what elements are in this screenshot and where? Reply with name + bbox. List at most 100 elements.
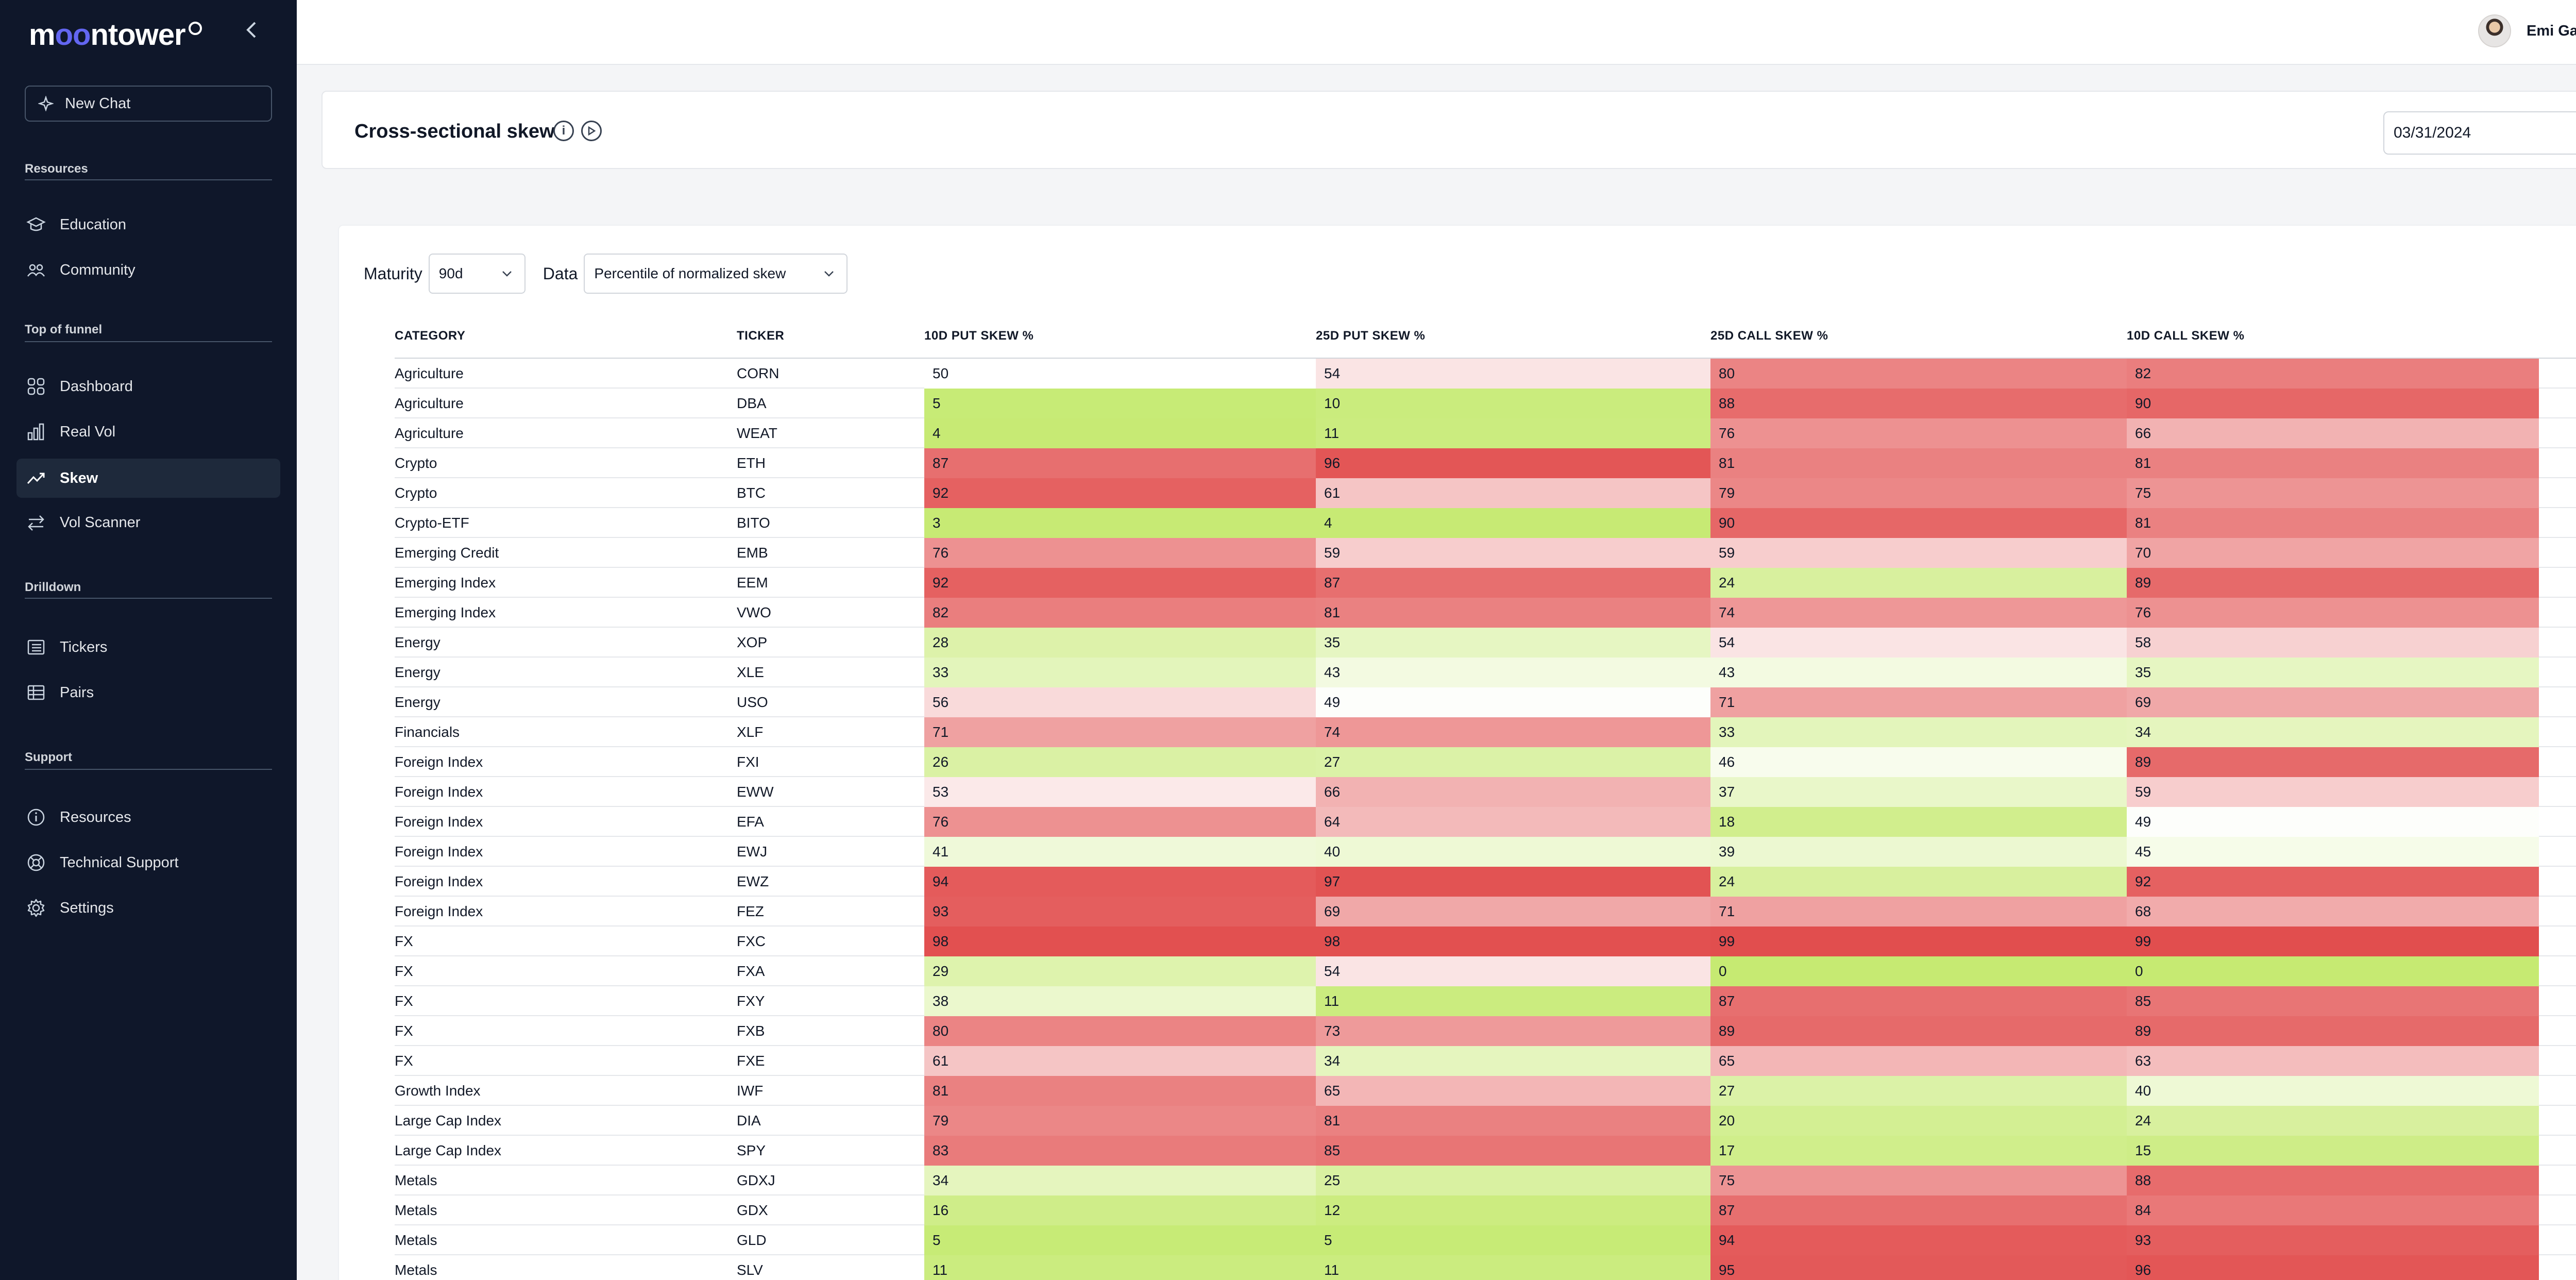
chevron-left-icon <box>246 22 256 38</box>
sidebar-item-tickers[interactable]: Tickers <box>16 628 280 667</box>
cell-25d-put: 61 <box>1316 478 1710 508</box>
filter-bar: Maturity 90d Data Percentile of normaliz… <box>364 254 848 294</box>
date-input[interactable] <box>2383 111 2576 155</box>
cell-category: Agriculture <box>395 395 464 411</box>
cell-25d-put: 96 <box>1316 448 1710 478</box>
table-row[interactable]: Foreign Index EFA 76 64 18 49 <box>395 807 2576 837</box>
sidebar-item-education[interactable]: Education <box>16 205 280 244</box>
table-row[interactable]: FX FXY 38 11 87 85 <box>395 986 2576 1016</box>
table-row[interactable]: Energy XOP 28 35 54 58 <box>395 628 2576 658</box>
cell-category: FX <box>395 963 413 979</box>
cell-10d-put: 3 <box>924 508 1316 538</box>
sidebar-item-vol-scanner[interactable]: Vol Scanner <box>16 503 280 542</box>
top-bar: Emi Gal <box>297 0 2576 65</box>
sidebar-item-resources[interactable]: Resources <box>16 798 280 837</box>
cell-25d-call: 80 <box>1710 359 2127 389</box>
column-header-10d-put[interactable]: 10D PUT SKEW % <box>924 329 1034 343</box>
cell-10d-put: 28 <box>924 628 1316 658</box>
column-header-25d-call[interactable]: 25D CALL SKEW % <box>1710 329 1828 343</box>
cell-25d-put: 54 <box>1316 956 1710 986</box>
cell-10d-call: 66 <box>2127 418 2539 448</box>
table-row[interactable]: Emerging Index EEM 92 87 24 89 <box>395 568 2576 598</box>
table-row[interactable]: Agriculture CORN 50 54 80 82 <box>395 359 2576 389</box>
cell-25d-put: 49 <box>1316 687 1710 717</box>
table-row[interactable]: FX FXA 29 54 0 0 <box>395 956 2576 986</box>
table-row[interactable]: FX FXC 98 98 99 99 <box>395 927 2576 956</box>
table-row[interactable]: FX FXB 80 73 89 89 <box>395 1016 2576 1046</box>
cell-ticker: XLF <box>737 724 764 740</box>
cell-25d-call: 87 <box>1710 986 2127 1016</box>
maturity-select[interactable]: 90d <box>428 254 526 294</box>
cell-category: FX <box>395 993 413 1009</box>
sidebar-item-label: Real Vol <box>60 423 116 440</box>
cell-category: Foreign Index <box>395 873 483 889</box>
column-header-10d-call[interactable]: 10D CALL SKEW % <box>2127 329 2245 343</box>
table-row[interactable]: Metals GLD 5 5 94 93 <box>395 1225 2576 1255</box>
table-row[interactable]: Foreign Index EWZ 94 97 24 92 <box>395 867 2576 897</box>
sidebar-item-settings[interactable]: Settings <box>16 888 280 928</box>
table-row[interactable]: Foreign Index EWJ 41 40 39 45 <box>395 837 2576 867</box>
new-chat-button[interactable]: New Chat <box>25 86 272 122</box>
cell-25d-call: 75 <box>1710 1166 2127 1195</box>
logo-o2: o <box>73 18 91 52</box>
table-row[interactable]: Growth Index IWF 81 65 27 40 <box>395 1076 2576 1106</box>
user-menu[interactable]: Emi Gal <box>2478 14 2576 47</box>
column-header-category[interactable]: CATEGORY <box>395 329 466 343</box>
table-row[interactable]: Energy XLE 33 43 43 35 <box>395 658 2576 687</box>
table-row[interactable]: Metals GDX 16 12 87 84 <box>395 1195 2576 1225</box>
cell-category: Foreign Index <box>395 784 483 800</box>
cell-category: Emerging Index <box>395 575 496 591</box>
brand-logo[interactable]: m o o ntower <box>29 18 203 52</box>
cell-10d-put: 93 <box>924 897 1316 927</box>
cell-10d-put: 4 <box>924 418 1316 448</box>
table-row[interactable]: Emerging Credit EMB 76 59 59 70 <box>395 538 2576 568</box>
cell-25d-put: 43 <box>1316 658 1710 687</box>
sidebar: m o o ntower New Chat Resources Education C… <box>0 0 297 1280</box>
info-icon[interactable]: i <box>553 121 574 141</box>
cell-25d-put: 65 <box>1316 1076 1710 1106</box>
table-row[interactable]: FX FXE 61 34 65 63 <box>395 1046 2576 1076</box>
avatar[interactable] <box>2478 14 2511 47</box>
sidebar-item-community[interactable]: Community <box>16 250 280 290</box>
table-row[interactable]: Agriculture DBA 5 10 88 90 <box>395 389 2576 418</box>
cell-category: Emerging Credit <box>395 545 499 561</box>
sidebar-item-real-vol[interactable]: Real Vol <box>16 412 280 451</box>
table-row[interactable]: Crypto ETH 87 96 81 81 <box>395 448 2576 478</box>
cell-ticker: WEAT <box>737 425 777 441</box>
cell-10d-call: 69 <box>2127 687 2539 717</box>
table-row[interactable]: Metals SLV 11 11 95 96 <box>395 1255 2576 1280</box>
cell-25d-call: 88 <box>1710 389 2127 418</box>
table-row[interactable]: Financials XLF 71 74 33 34 <box>395 717 2576 747</box>
cell-10d-call: 93 <box>2127 1225 2539 1255</box>
play-icon[interactable] <box>581 121 602 141</box>
cell-10d-put: 82 <box>924 598 1316 628</box>
cell-10d-call: 96 <box>2127 1255 2539 1280</box>
table-row[interactable]: Foreign Index FXI 26 27 46 89 <box>395 747 2576 777</box>
cell-category: Foreign Index <box>395 754 483 770</box>
table-row[interactable]: Emerging Index VWO 82 81 74 76 <box>395 598 2576 628</box>
table-row[interactable]: Large Cap Index SPY 83 85 17 15 <box>395 1136 2576 1166</box>
sidebar-item-technical-support[interactable]: Technical Support <box>16 843 280 882</box>
sidebar-item-skew[interactable]: Skew <box>16 459 280 498</box>
sidebar-item-pairs[interactable]: Pairs <box>16 673 280 712</box>
sidebar-item-dashboard[interactable]: Dashboard <box>16 367 280 406</box>
cell-10d-put: 92 <box>924 568 1316 598</box>
cell-ticker: XOP <box>737 634 768 650</box>
cell-25d-call: 18 <box>1710 807 2127 837</box>
table-row[interactable]: Large Cap Index DIA 79 81 20 24 <box>395 1106 2576 1136</box>
sidebar-item-label: Pairs <box>60 684 94 701</box>
column-header-ticker[interactable]: TICKER <box>737 329 785 343</box>
table-row[interactable]: Energy USO 56 49 71 69 <box>395 687 2576 717</box>
table-row[interactable]: Crypto BTC 92 61 79 75 <box>395 478 2576 508</box>
table-row[interactable]: Agriculture WEAT 4 11 76 66 <box>395 418 2576 448</box>
column-header-25d-put[interactable]: 25D PUT SKEW % <box>1316 329 1426 343</box>
data-select[interactable]: Percentile of normalized skew <box>584 254 848 294</box>
logo-o1: o <box>55 18 73 52</box>
cell-25d-put: 81 <box>1316 1106 1710 1136</box>
collapse-sidebar-button[interactable] <box>241 20 262 40</box>
table-row[interactable]: Foreign Index EWW 53 66 37 59 <box>395 777 2576 807</box>
table-row[interactable]: Crypto-ETF BITO 3 4 90 81 <box>395 508 2576 538</box>
table-row[interactable]: Metals GDXJ 34 25 75 88 <box>395 1166 2576 1195</box>
cell-25d-put: 98 <box>1316 927 1710 956</box>
table-row[interactable]: Foreign Index FEZ 93 69 71 68 <box>395 897 2576 927</box>
